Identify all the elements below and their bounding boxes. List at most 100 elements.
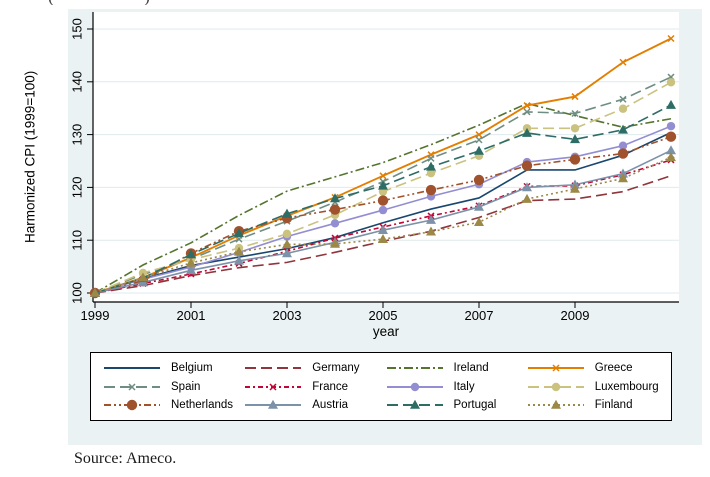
x-tick-label: 2005 xyxy=(369,308,398,323)
triangle-marker xyxy=(522,182,532,192)
triangle-marker xyxy=(282,208,292,218)
x-tick-label: 2007 xyxy=(465,308,494,323)
circle-marker xyxy=(410,382,419,391)
triangle-marker xyxy=(234,255,244,265)
triangle-marker xyxy=(570,183,580,193)
circle-marker xyxy=(666,78,676,87)
caption-left-paren: ( xyxy=(48,0,54,5)
series-finland xyxy=(90,152,676,297)
triangle-marker xyxy=(378,224,388,234)
circle-marker xyxy=(617,148,629,159)
triangle-marker xyxy=(90,287,100,297)
x-axis-title: year xyxy=(372,324,400,339)
chart-legend: Belgium Germany Ireland Greece Spain France It… xyxy=(90,352,672,421)
x-marker xyxy=(619,58,627,66)
x-marker xyxy=(128,382,136,391)
triangle-marker xyxy=(426,214,436,224)
x-marker xyxy=(552,364,560,372)
legend-item-belgium: Belgium xyxy=(104,362,245,374)
legend-label: Portugal xyxy=(453,399,497,412)
legend-label: Germany xyxy=(312,361,360,374)
x-tick-label: 1999 xyxy=(81,308,110,323)
legend-label: Greece xyxy=(594,361,633,374)
circle-marker xyxy=(666,121,676,131)
legend-item-greece: Greece xyxy=(527,361,669,374)
legend-line-sample xyxy=(104,366,160,369)
circle-marker xyxy=(425,184,437,196)
triangle-marker xyxy=(378,180,388,190)
x-marker xyxy=(523,102,531,110)
legend-item-netherlands: Netherlands xyxy=(104,399,245,411)
legend-item-luxembourg: Luxembourg xyxy=(527,380,669,393)
legend-label: Spain xyxy=(171,380,201,393)
x-marker xyxy=(269,382,277,391)
x-marker xyxy=(571,109,579,118)
circle-marker xyxy=(521,160,533,171)
x-marker xyxy=(475,131,483,139)
x-marker xyxy=(475,136,483,144)
legend-item-france: France xyxy=(245,381,386,393)
legend-item-portugal: Portugal xyxy=(386,399,528,412)
x-tick-label: 2003 xyxy=(273,308,302,323)
circle-marker xyxy=(570,124,580,133)
legend-label: Ireland xyxy=(453,361,489,374)
legend-item-germany: Germany xyxy=(245,362,386,374)
circle-marker xyxy=(126,400,138,411)
triangle-marker xyxy=(618,124,628,134)
triangle-marker xyxy=(474,145,484,155)
circle-marker xyxy=(378,205,388,215)
legend-label: Belgium xyxy=(171,361,213,374)
circle-marker xyxy=(426,168,436,178)
triangle-marker xyxy=(426,161,436,171)
x-marker xyxy=(619,95,627,103)
triangle-marker xyxy=(474,201,484,211)
legend-label: Italy xyxy=(453,380,475,393)
circle-marker xyxy=(329,204,341,215)
circle-marker xyxy=(282,229,292,239)
y-axis-title: Harmonized CPI (1999=100) xyxy=(22,70,38,244)
legend-line-sample xyxy=(527,400,584,410)
triangle-marker xyxy=(186,249,196,259)
x-marker xyxy=(235,235,243,243)
legend-line-sample xyxy=(527,382,584,391)
legend-line-sample xyxy=(386,366,443,369)
circle-marker xyxy=(618,141,628,150)
series-ireland xyxy=(94,102,672,294)
triangle-marker xyxy=(522,127,532,137)
triangle-marker xyxy=(426,226,436,236)
triangle-marker xyxy=(522,193,532,203)
cropped-caption-fragment: ( ) xyxy=(0,0,280,5)
x-tick-label: 2001 xyxy=(177,308,206,323)
legend-item-spain: Spain xyxy=(104,381,245,393)
triangle-marker xyxy=(330,193,340,203)
triangle-marker xyxy=(378,233,388,243)
legend-line-sample xyxy=(527,364,584,372)
y-tick-label: 100 xyxy=(69,282,84,304)
legend-label: France xyxy=(312,380,349,393)
plot-area xyxy=(93,12,679,302)
y-tick-label: 130 xyxy=(69,124,84,146)
triangle-marker xyxy=(282,248,292,258)
circle-marker xyxy=(377,195,389,206)
y-tick-label: 150 xyxy=(69,18,84,40)
legend-line-sample xyxy=(386,400,443,410)
legend-item-austria: Austria xyxy=(245,399,386,411)
x-marker xyxy=(379,172,387,180)
legend-label: Luxembourg xyxy=(594,380,659,393)
y-tick-label: 120 xyxy=(69,177,84,199)
triangle-marker xyxy=(666,152,676,162)
legend-line-sample xyxy=(245,400,302,410)
triangle-marker xyxy=(234,228,244,238)
x-marker xyxy=(667,34,675,43)
legend-line-sample xyxy=(245,382,302,391)
y-tick-label: 140 xyxy=(69,71,84,93)
legend-line-sample xyxy=(104,382,160,391)
y-tick-label: 110 xyxy=(69,230,84,251)
triangle-marker xyxy=(618,168,628,178)
x-marker xyxy=(571,93,579,101)
circle-marker xyxy=(569,154,581,165)
triangle-marker xyxy=(138,272,148,282)
legend-item-ireland: Ireland xyxy=(386,361,528,374)
